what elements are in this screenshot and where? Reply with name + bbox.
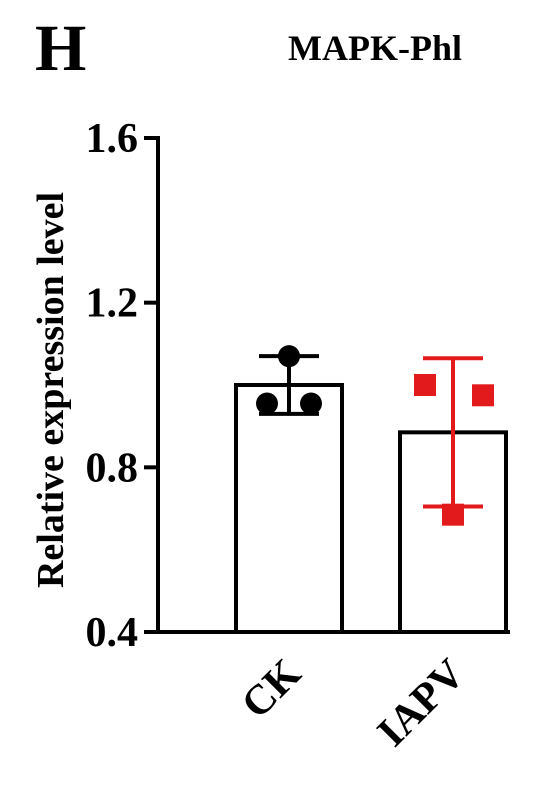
y-tick-label: 0.4 <box>86 610 139 656</box>
bar-ck <box>234 383 344 634</box>
data-point <box>472 384 494 407</box>
plot-area: 0.4 0.8 1.2 1.6 CK IAPV <box>86 116 510 756</box>
data-point <box>256 392 278 415</box>
y-tick-label: 1.2 <box>86 281 139 327</box>
data-point <box>300 392 322 415</box>
x-tick-label-iapv: IAPV <box>369 651 474 756</box>
data-point <box>442 503 464 526</box>
y-tick-label: 1.6 <box>86 116 139 162</box>
y-tick-label: 0.8 <box>86 445 139 491</box>
data-point <box>278 345 300 368</box>
chart-title: MAPK-Phl <box>288 28 462 68</box>
data-point <box>414 374 436 396</box>
x-tick-label-ck: CK <box>233 650 310 727</box>
y-axis-label: Relative expression level <box>30 192 72 588</box>
panel-label: H <box>35 12 86 85</box>
